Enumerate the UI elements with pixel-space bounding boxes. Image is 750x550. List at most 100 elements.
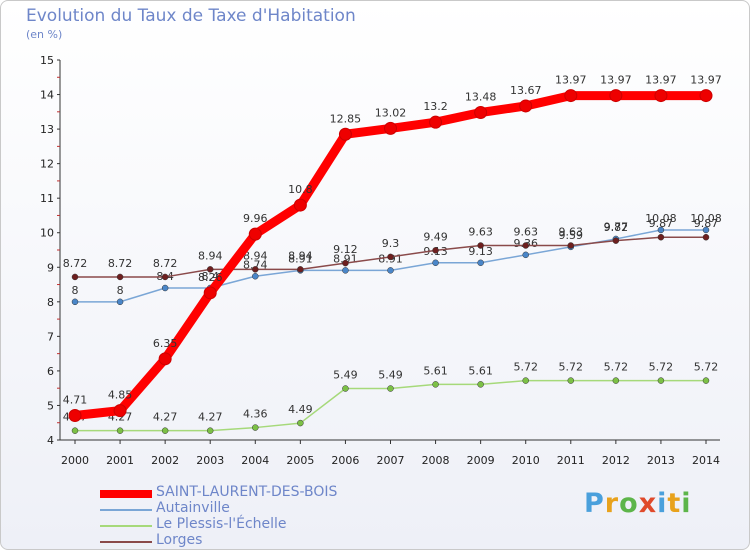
data-point-0 <box>564 89 578 103</box>
data-point-3 <box>161 273 169 281</box>
data-point-0 <box>113 404 127 418</box>
x-tick-label: 2000 <box>61 454 89 467</box>
data-point-2 <box>387 385 394 392</box>
x-tick-label: 2002 <box>151 454 179 467</box>
legend-label: Le Plessis-l'Échelle <box>156 516 287 532</box>
data-label-3: 8.94 <box>198 249 223 262</box>
data-point-2 <box>206 427 214 434</box>
chart-title: Evolution du Taux de Taxe d'Habitation <box>26 6 356 26</box>
data-point-0 <box>338 127 352 141</box>
y-tick-label: 11 <box>40 192 54 205</box>
data-label-0: 9.96 <box>243 212 268 225</box>
data-point-2 <box>477 381 484 388</box>
y-tick-label: 13 <box>40 123 54 136</box>
x-tick-label: 2009 <box>467 454 495 467</box>
data-point-0 <box>248 227 262 241</box>
data-point-3 <box>567 242 575 249</box>
data-label-0: 13.97 <box>600 74 632 87</box>
data-point-2 <box>161 427 169 434</box>
x-tick-label: 2008 <box>422 454 450 467</box>
data-point-2 <box>297 419 304 427</box>
logo-letter: i <box>681 488 692 519</box>
data-point-2 <box>567 377 575 384</box>
data-label-1: 9.82 <box>604 221 629 234</box>
y-tick-label: 6 <box>47 365 54 378</box>
y-tick-label: 14 <box>40 89 54 102</box>
logo-letter: r <box>604 488 620 519</box>
data-label-0: 12.85 <box>330 112 362 125</box>
data-point-1 <box>522 251 529 259</box>
data-point-2 <box>342 385 349 392</box>
data-point-1 <box>71 298 79 306</box>
x-tick-label: 2003 <box>196 454 224 467</box>
data-point-3 <box>342 259 349 267</box>
data-point-3 <box>522 242 529 249</box>
data-point-3 <box>612 237 620 244</box>
data-label-0: 8.26 <box>198 271 223 284</box>
data-point-2 <box>612 377 620 384</box>
line-chart: 4 5 6 7 8 9 10 11 12 13 14 15 2000 2001 2002 2003 2004 20… <box>40 54 722 467</box>
data-label-1: 9.13 <box>468 245 493 258</box>
data-label-2: 5.72 <box>694 361 719 374</box>
data-label-0: 13.2 <box>423 100 448 113</box>
data-point-0 <box>609 89 623 103</box>
data-label-2: 4.36 <box>243 408 268 421</box>
data-label-1: 8 <box>72 284 79 297</box>
data-label-3: 8.72 <box>63 257 88 270</box>
data-label-2: 4.49 <box>288 403 313 416</box>
legend-label: SAINT-LAURENT-DES-BOIS <box>156 484 338 500</box>
data-label-3: 8.72 <box>153 257 178 270</box>
data-label-3: 9.87 <box>649 217 674 230</box>
data-point-2 <box>657 377 665 384</box>
y-tick-label: 9 <box>47 261 54 274</box>
data-label-3: 9.77 <box>604 221 629 234</box>
data-label-3: 9.63 <box>513 226 538 239</box>
data-label-1: 10.08 <box>690 212 722 225</box>
legend-label: Lorges <box>156 532 203 548</box>
data-point-1 <box>161 284 169 292</box>
y-tick-label: 4 <box>47 434 54 447</box>
data-label-2: 5.49 <box>333 369 358 382</box>
data-point-1 <box>432 259 439 267</box>
data-label-2: 5.49 <box>378 369 403 382</box>
data-label-2: 4.27 <box>198 411 223 424</box>
data-point-0 <box>429 115 443 129</box>
data-label-1: 9.59 <box>559 229 584 242</box>
data-label-0: 13.48 <box>465 91 497 104</box>
legend-label: Autainville <box>156 500 230 516</box>
data-point-3 <box>252 266 259 273</box>
data-label-2: 5.72 <box>604 361 629 374</box>
legend-swatch <box>100 509 152 511</box>
data-point-2 <box>522 377 529 384</box>
data-point-0 <box>158 352 172 366</box>
data-label-2: 5.72 <box>559 361 584 374</box>
data-point-3 <box>477 242 484 249</box>
data-label-0: 13.02 <box>375 106 407 119</box>
y-tick-label: 15 <box>40 54 54 67</box>
data-point-2 <box>116 427 124 434</box>
data-point-2 <box>71 427 79 434</box>
data-label-2: 4.27 <box>153 411 178 424</box>
data-label-0: 13.97 <box>690 74 722 87</box>
data-label-0: 4.85 <box>108 389 133 402</box>
x-tick-label: 2004 <box>241 454 269 467</box>
data-point-0 <box>699 89 713 103</box>
data-label-3: 9.3 <box>382 237 400 250</box>
x-tick-label: 2011 <box>557 454 585 467</box>
data-point-1 <box>387 267 394 274</box>
data-label-3: 8.94 <box>243 249 268 262</box>
logo-letter: x <box>638 488 658 519</box>
data-point-3 <box>657 233 665 241</box>
data-label-2: 5.72 <box>649 361 674 374</box>
legend-swatch <box>100 490 152 498</box>
x-tick-label: 2001 <box>106 454 134 467</box>
data-point-0 <box>293 198 307 212</box>
data-point-2 <box>252 424 259 431</box>
data-label-2: 5.72 <box>513 361 538 374</box>
data-point-3 <box>116 273 124 281</box>
x-tick-label: 2014 <box>692 454 720 467</box>
data-label-3: 8.72 <box>108 257 133 270</box>
data-point-2 <box>702 377 710 384</box>
data-point-1 <box>116 298 124 306</box>
x-tick-label: 2007 <box>377 454 405 467</box>
